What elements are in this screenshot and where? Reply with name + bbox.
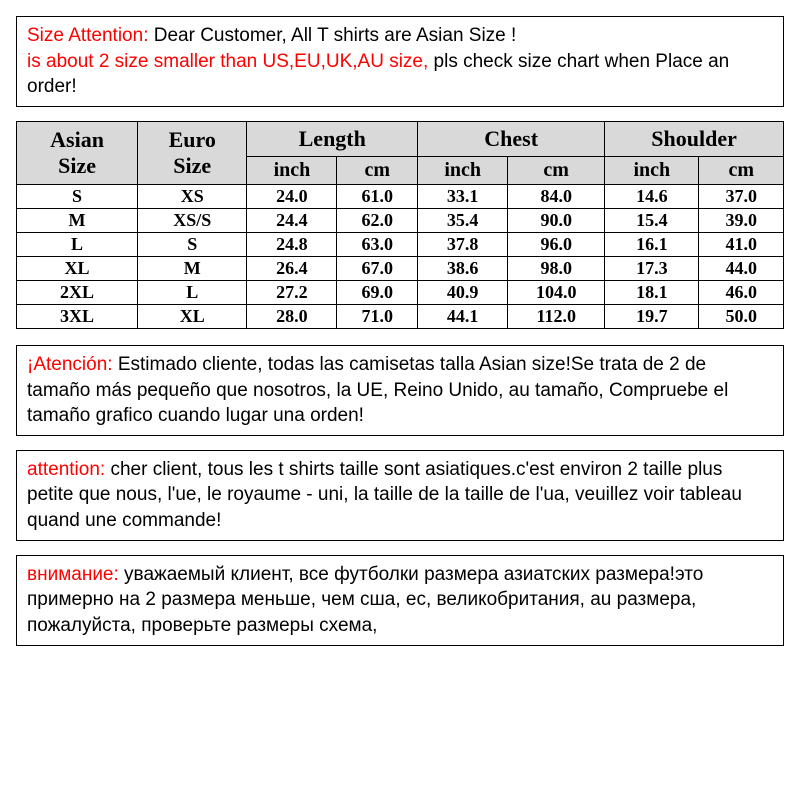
- cell-sh_cm: 44.0: [699, 256, 784, 280]
- cell-ch_in: 38.6: [418, 256, 508, 280]
- cell-asian: S: [17, 184, 138, 208]
- cell-sh_cm: 50.0: [699, 304, 784, 328]
- cell-euro: L: [138, 280, 247, 304]
- cell-len_cm: 61.0: [337, 184, 418, 208]
- header-chest: Chest: [418, 121, 605, 156]
- table-row: 2XLL27.269.040.9104.018.146.0: [17, 280, 784, 304]
- cell-ch_cm: 104.0: [508, 280, 605, 304]
- cell-len_in: 26.4: [247, 256, 337, 280]
- notice-es: ¡Atención: Estimado cliente, todas las c…: [16, 345, 784, 436]
- header-shoulder-cm: cm: [699, 156, 784, 184]
- cell-sh_in: 14.6: [605, 184, 699, 208]
- cell-len_cm: 71.0: [337, 304, 418, 328]
- cell-ch_cm: 96.0: [508, 232, 605, 256]
- cell-len_in: 27.2: [247, 280, 337, 304]
- cell-euro: XS/S: [138, 208, 247, 232]
- cell-len_cm: 63.0: [337, 232, 418, 256]
- notice-ru: внимание: уважаемый клиент, все футболки…: [16, 555, 784, 646]
- notice-ru-body: уважаемый клиент, все футболки размера а…: [27, 564, 703, 636]
- cell-len_cm: 69.0: [337, 280, 418, 304]
- cell-asian: M: [17, 208, 138, 232]
- table-row: LS24.863.037.896.016.141.0: [17, 232, 784, 256]
- cell-sh_in: 16.1: [605, 232, 699, 256]
- header-chest-cm: cm: [508, 156, 605, 184]
- cell-ch_in: 37.8: [418, 232, 508, 256]
- cell-len_in: 24.4: [247, 208, 337, 232]
- table-row: XLM26.467.038.698.017.344.0: [17, 256, 784, 280]
- cell-sh_in: 17.3: [605, 256, 699, 280]
- notice-en-lead: Size Attention:: [27, 25, 148, 46]
- cell-len_in: 24.8: [247, 232, 337, 256]
- cell-sh_in: 18.1: [605, 280, 699, 304]
- cell-asian: L: [17, 232, 138, 256]
- cell-ch_cm: 112.0: [508, 304, 605, 328]
- size-chart-table: AsianSize EuroSize Length Chest Shoulder…: [16, 121, 784, 329]
- cell-sh_cm: 39.0: [699, 208, 784, 232]
- cell-ch_in: 44.1: [418, 304, 508, 328]
- notice-fr-body: cher client, tous les t shirts taille so…: [27, 459, 742, 531]
- cell-len_cm: 67.0: [337, 256, 418, 280]
- cell-sh_cm: 37.0: [699, 184, 784, 208]
- notice-ru-lead: внимание:: [27, 564, 119, 585]
- cell-euro: S: [138, 232, 247, 256]
- cell-ch_in: 40.9: [418, 280, 508, 304]
- cell-len_cm: 62.0: [337, 208, 418, 232]
- header-length-inch: inch: [247, 156, 337, 184]
- notice-en-lead2: is about 2 size smaller than US,EU,UK,AU…: [27, 51, 428, 72]
- notice-en: Size Attention: Dear Customer, All T shi…: [16, 16, 784, 107]
- table-row: SXS24.061.033.184.014.637.0: [17, 184, 784, 208]
- header-asian-size: AsianSize: [17, 121, 138, 184]
- header-euro-size: EuroSize: [138, 121, 247, 184]
- cell-asian: XL: [17, 256, 138, 280]
- cell-ch_cm: 84.0: [508, 184, 605, 208]
- header-shoulder-inch: inch: [605, 156, 699, 184]
- cell-sh_in: 15.4: [605, 208, 699, 232]
- cell-len_in: 24.0: [247, 184, 337, 208]
- cell-ch_in: 35.4: [418, 208, 508, 232]
- notice-es-body: Estimado cliente, todas las camisetas ta…: [27, 354, 728, 426]
- cell-ch_in: 33.1: [418, 184, 508, 208]
- notice-en-body1: Dear Customer, All T shirts are Asian Si…: [148, 25, 516, 46]
- notice-fr: attention: cher client, tous les t shirt…: [16, 450, 784, 541]
- notice-fr-lead: attention:: [27, 459, 105, 480]
- cell-sh_cm: 46.0: [699, 280, 784, 304]
- header-shoulder: Shoulder: [605, 121, 784, 156]
- cell-sh_in: 19.7: [605, 304, 699, 328]
- cell-len_in: 28.0: [247, 304, 337, 328]
- cell-ch_cm: 98.0: [508, 256, 605, 280]
- cell-euro: M: [138, 256, 247, 280]
- cell-sh_cm: 41.0: [699, 232, 784, 256]
- cell-asian: 3XL: [17, 304, 138, 328]
- header-length-cm: cm: [337, 156, 418, 184]
- cell-euro: XS: [138, 184, 247, 208]
- size-chart-body: SXS24.061.033.184.014.637.0MXS/S24.462.0…: [17, 184, 784, 328]
- table-row: MXS/S24.462.035.490.015.439.0: [17, 208, 784, 232]
- notice-es-lead: ¡Atención:: [27, 354, 113, 375]
- cell-ch_cm: 90.0: [508, 208, 605, 232]
- table-row: 3XLXL28.071.044.1112.019.750.0: [17, 304, 784, 328]
- header-chest-inch: inch: [418, 156, 508, 184]
- cell-asian: 2XL: [17, 280, 138, 304]
- cell-euro: XL: [138, 304, 247, 328]
- header-length: Length: [247, 121, 418, 156]
